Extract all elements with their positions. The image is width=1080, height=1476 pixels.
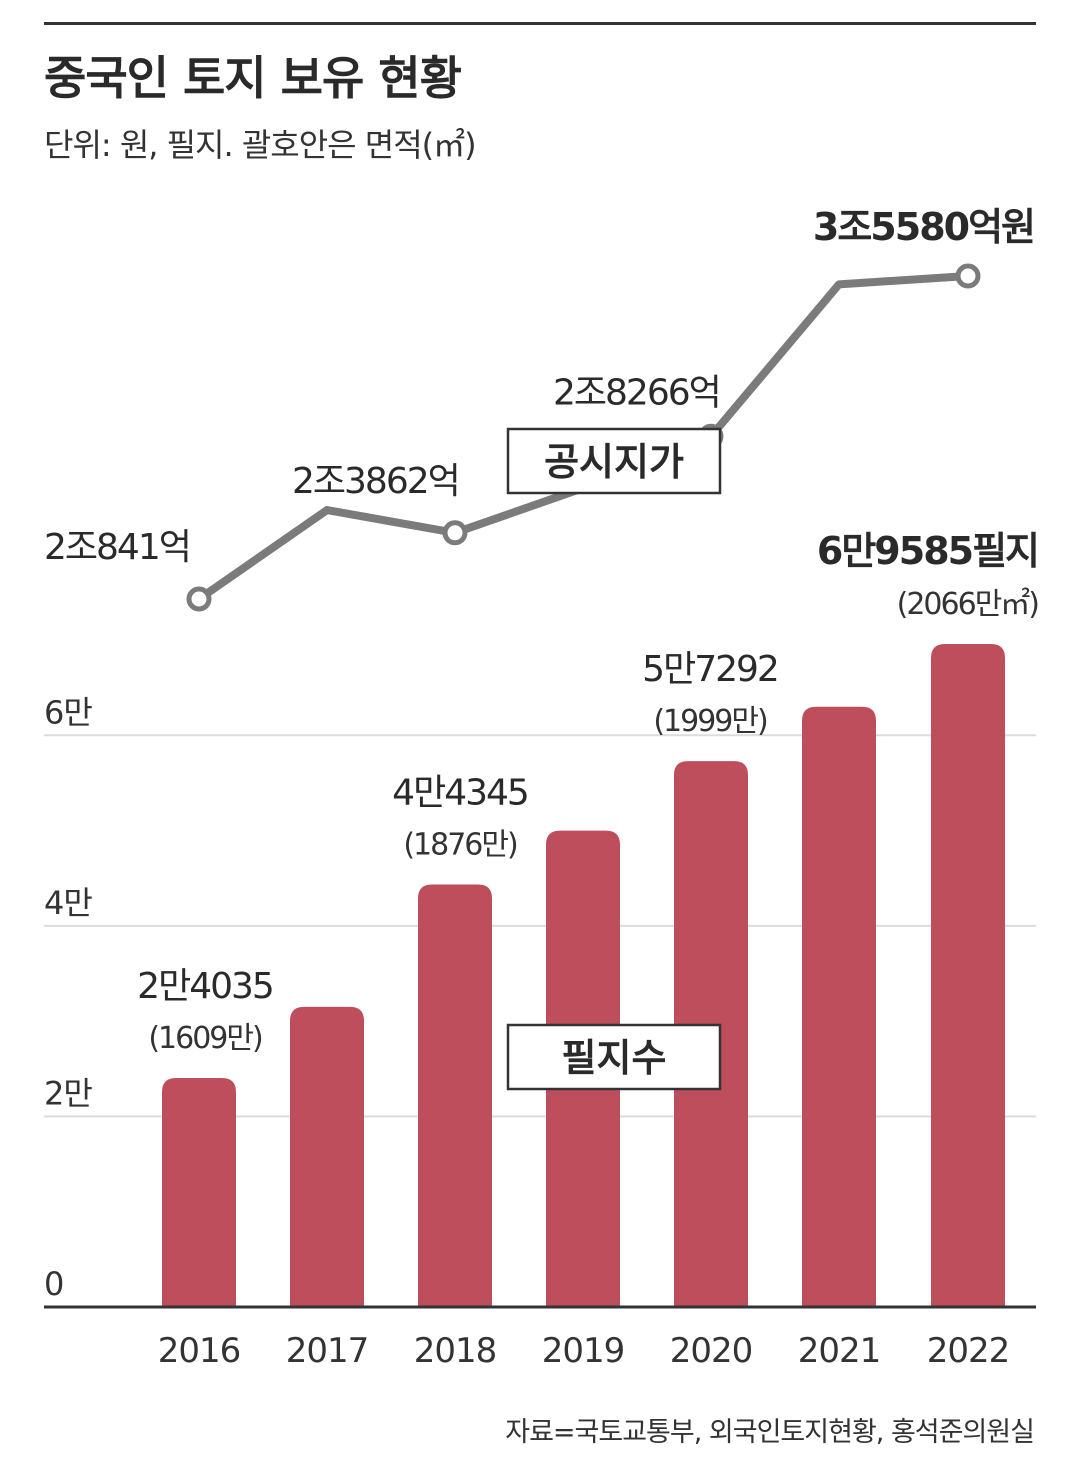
bar-2016 — [162, 1077, 236, 1307]
y-tick-label: 4만 — [44, 884, 92, 922]
chart-subtitle: 단위: 원, 필지. 괄호안은 면적(㎡) — [44, 126, 477, 164]
series-box-label: 필지수 — [562, 1036, 667, 1080]
bar-value-label: 4만4345 — [392, 772, 528, 813]
x-tick-label: 2016 — [158, 1331, 241, 1371]
line-value-label: 2조3862억 — [292, 461, 459, 502]
x-tick-label: 2022 — [927, 1331, 1010, 1371]
x-tick-label: 2017 — [286, 1331, 369, 1371]
line-value-label: 3조5580억원 — [813, 205, 1034, 249]
x-axis-ticks: 2016 2017 2018 2019 2020 2021 2022 — [158, 1331, 1011, 1371]
series-box-label: 공시지가 — [544, 440, 684, 484]
x-tick-label: 2018 — [414, 1331, 497, 1371]
chart-title: 중국인 토지 보유 현황 — [44, 51, 462, 105]
line-value-label: 2조841억 — [44, 527, 190, 568]
bar-value-labels: 2만4035 (1609만) 4만4345 (1876만) 5만7292 (1999만) 6… — [137, 529, 1040, 1056]
bar-2021 — [802, 706, 876, 1307]
bar-value-label: 5만7292 — [642, 649, 778, 690]
line-point-2016 — [186, 586, 212, 612]
y-axis-ticks: 0 2만 4만 6만 — [44, 693, 93, 1303]
source-note: 자료=국토교통부, 외국인토지현황, 홍석준의원실 — [505, 1417, 1035, 1448]
y-tick-label: 0 — [44, 1265, 63, 1303]
line-series-label-box: 공시지가 — [506, 427, 722, 495]
bar-area-label: (2066만㎡) — [897, 587, 1039, 622]
bar-area-label: (1999만) — [653, 704, 767, 739]
bars — [162, 643, 1005, 1307]
series-box-frame — [506, 1023, 722, 1091]
bar-area-label: (1876만) — [403, 827, 517, 862]
y-tick-label: 6만 — [44, 693, 92, 731]
line-point-2018 — [442, 520, 468, 546]
line-value-labels: 2조841억 2조3862억 2조8266억 3조5580억원 — [44, 205, 1036, 568]
bar-value-label: 6만9585필지 — [817, 529, 1038, 573]
bar-2022 — [931, 643, 1005, 1307]
y-tick-label: 2만 — [44, 1074, 92, 1112]
bar-area-label: (1609만) — [148, 1021, 262, 1056]
bar-2018 — [418, 884, 492, 1307]
top-rule — [44, 22, 1036, 25]
x-tick-label: 2020 — [670, 1331, 753, 1371]
x-tick-label: 2019 — [542, 1331, 625, 1371]
bar-value-label: 2만4035 — [137, 966, 273, 1007]
line-value-label: 2조8266억 — [553, 372, 720, 413]
bar-2017 — [290, 1006, 364, 1307]
bar-series-label-box: 필지수 — [506, 1023, 722, 1091]
line-point-2022 — [955, 263, 981, 289]
series-box-frame — [506, 427, 722, 495]
x-tick-label: 2021 — [798, 1331, 881, 1371]
